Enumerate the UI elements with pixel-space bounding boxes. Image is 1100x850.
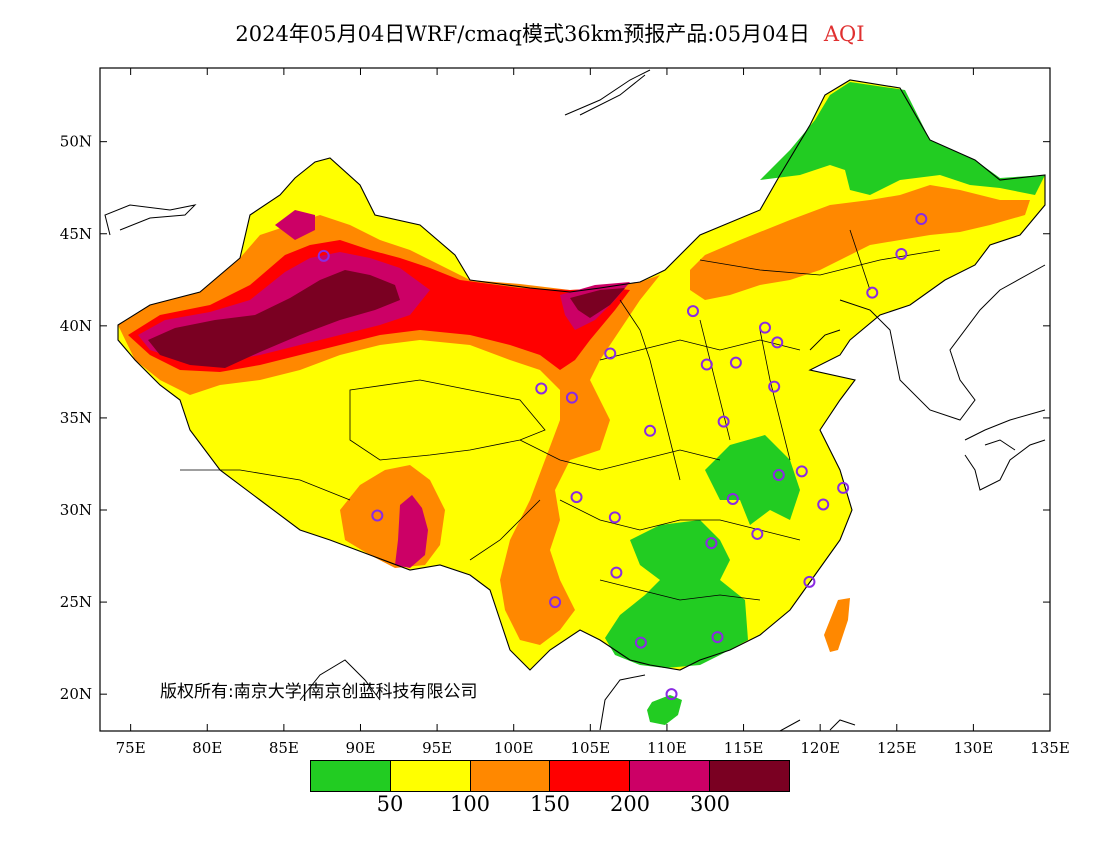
station-marker <box>371 509 384 522</box>
lat-tick-label: 50N <box>60 133 92 151</box>
station-marker <box>700 358 713 371</box>
station-marker <box>705 537 718 550</box>
aqi-magenta-tibet <box>395 495 428 568</box>
station-marker <box>570 491 583 504</box>
station-marker <box>759 321 771 334</box>
lat-tick-label: 35N <box>60 409 92 427</box>
station-marker <box>535 382 548 395</box>
lon-tick-label: 80E <box>192 739 222 757</box>
taiwan-island <box>824 598 850 652</box>
station-marker <box>751 527 764 540</box>
station-marker <box>729 356 742 369</box>
station-marker <box>610 566 623 579</box>
colorbar-swatch <box>311 761 391 791</box>
colorbar-swatch <box>630 761 711 791</box>
lon-tick-label: 95E <box>422 739 452 757</box>
copyright-text: 版权所有:南京大学|南京创蓝科技有限公司 <box>160 682 477 702</box>
station-marker <box>634 636 647 649</box>
station-marker <box>565 391 578 404</box>
station-marker <box>795 465 808 478</box>
lon-tick-label: 125E <box>877 739 917 757</box>
latitude-axis: 50N 45N 40N 35N 30N 25N 20N <box>60 133 1050 703</box>
station-marker <box>644 424 657 437</box>
title-variable: AQI <box>823 22 865 46</box>
china-border <box>117 79 1046 671</box>
station-marker <box>726 492 739 505</box>
lat-tick-label: 25N <box>60 593 92 611</box>
station-marker <box>768 380 781 393</box>
lon-tick-label: 85E <box>269 739 299 757</box>
lon-tick-label: 75E <box>116 739 146 757</box>
aqi-maroon-north <box>570 288 625 318</box>
station-marker <box>895 248 908 261</box>
aqi-green-northeast <box>760 82 1045 195</box>
lon-tick-label: 100E <box>494 739 534 757</box>
station-marker <box>772 469 785 482</box>
colorbar-swatch <box>390 761 471 791</box>
lat-tick-label: 40N <box>60 317 92 335</box>
colorbar-label: 50 <box>376 792 404 816</box>
map-plot-area <box>104 69 1046 731</box>
station-marker <box>803 575 816 588</box>
hainan-island <box>647 695 682 725</box>
station-marker <box>665 688 678 701</box>
station-markers <box>317 213 928 701</box>
station-marker <box>915 213 928 226</box>
lat-tick-label: 20N <box>60 685 92 703</box>
lat-tick-label: 45N <box>60 225 92 243</box>
colorbar-label: 200 <box>609 792 651 816</box>
longitude-axis: 75E 80E 85E 90E 95E 100E 105E 110E 115E 120E 125E 1… <box>116 68 1070 757</box>
station-marker <box>549 596 562 609</box>
neighbour-coastlines <box>104 69 1046 731</box>
aqi-colorbar <box>310 760 790 792</box>
map-frame <box>99 67 1051 732</box>
station-marker <box>837 481 850 494</box>
station-marker <box>604 347 617 360</box>
aqi-maroon-taklamakan <box>148 270 400 368</box>
colorbar-swatch <box>550 761 631 791</box>
lat-tick-label: 30N <box>60 501 92 519</box>
colorbar-label: 150 <box>529 792 571 816</box>
lon-tick-label: 115E <box>724 739 764 757</box>
aqi-green-south <box>605 520 748 668</box>
province-borders <box>180 229 941 601</box>
aqi-magenta-dzungaria <box>275 210 315 240</box>
map-title: 2024年05月04日WRF/cmaq模式36km预报产品:05月04日 AQI <box>0 18 1100 48</box>
colorbar-label: 300 <box>689 792 731 816</box>
station-marker <box>608 511 621 524</box>
lon-tick-label: 90E <box>345 739 375 757</box>
lon-tick-label: 130E <box>954 739 994 757</box>
colorbar-label: 100 <box>449 792 491 816</box>
aqi-green-southeast <box>705 435 800 525</box>
station-marker <box>817 498 830 511</box>
station-marker <box>771 336 784 349</box>
colorbar-swatch <box>470 761 551 791</box>
station-marker <box>686 305 699 318</box>
station-marker <box>317 249 330 262</box>
station-marker <box>711 631 724 644</box>
lon-tick-label: 135E <box>1030 739 1070 757</box>
lon-tick-label: 105E <box>571 739 611 757</box>
station-marker <box>866 286 879 299</box>
colorbar-swatch <box>710 761 789 791</box>
lon-tick-label: 120E <box>800 739 840 757</box>
station-marker <box>717 415 730 428</box>
title-text: 2024年05月04日WRF/cmaq模式36km预报产品:05月04日 <box>235 22 810 46</box>
lon-tick-label: 110E <box>647 739 687 757</box>
